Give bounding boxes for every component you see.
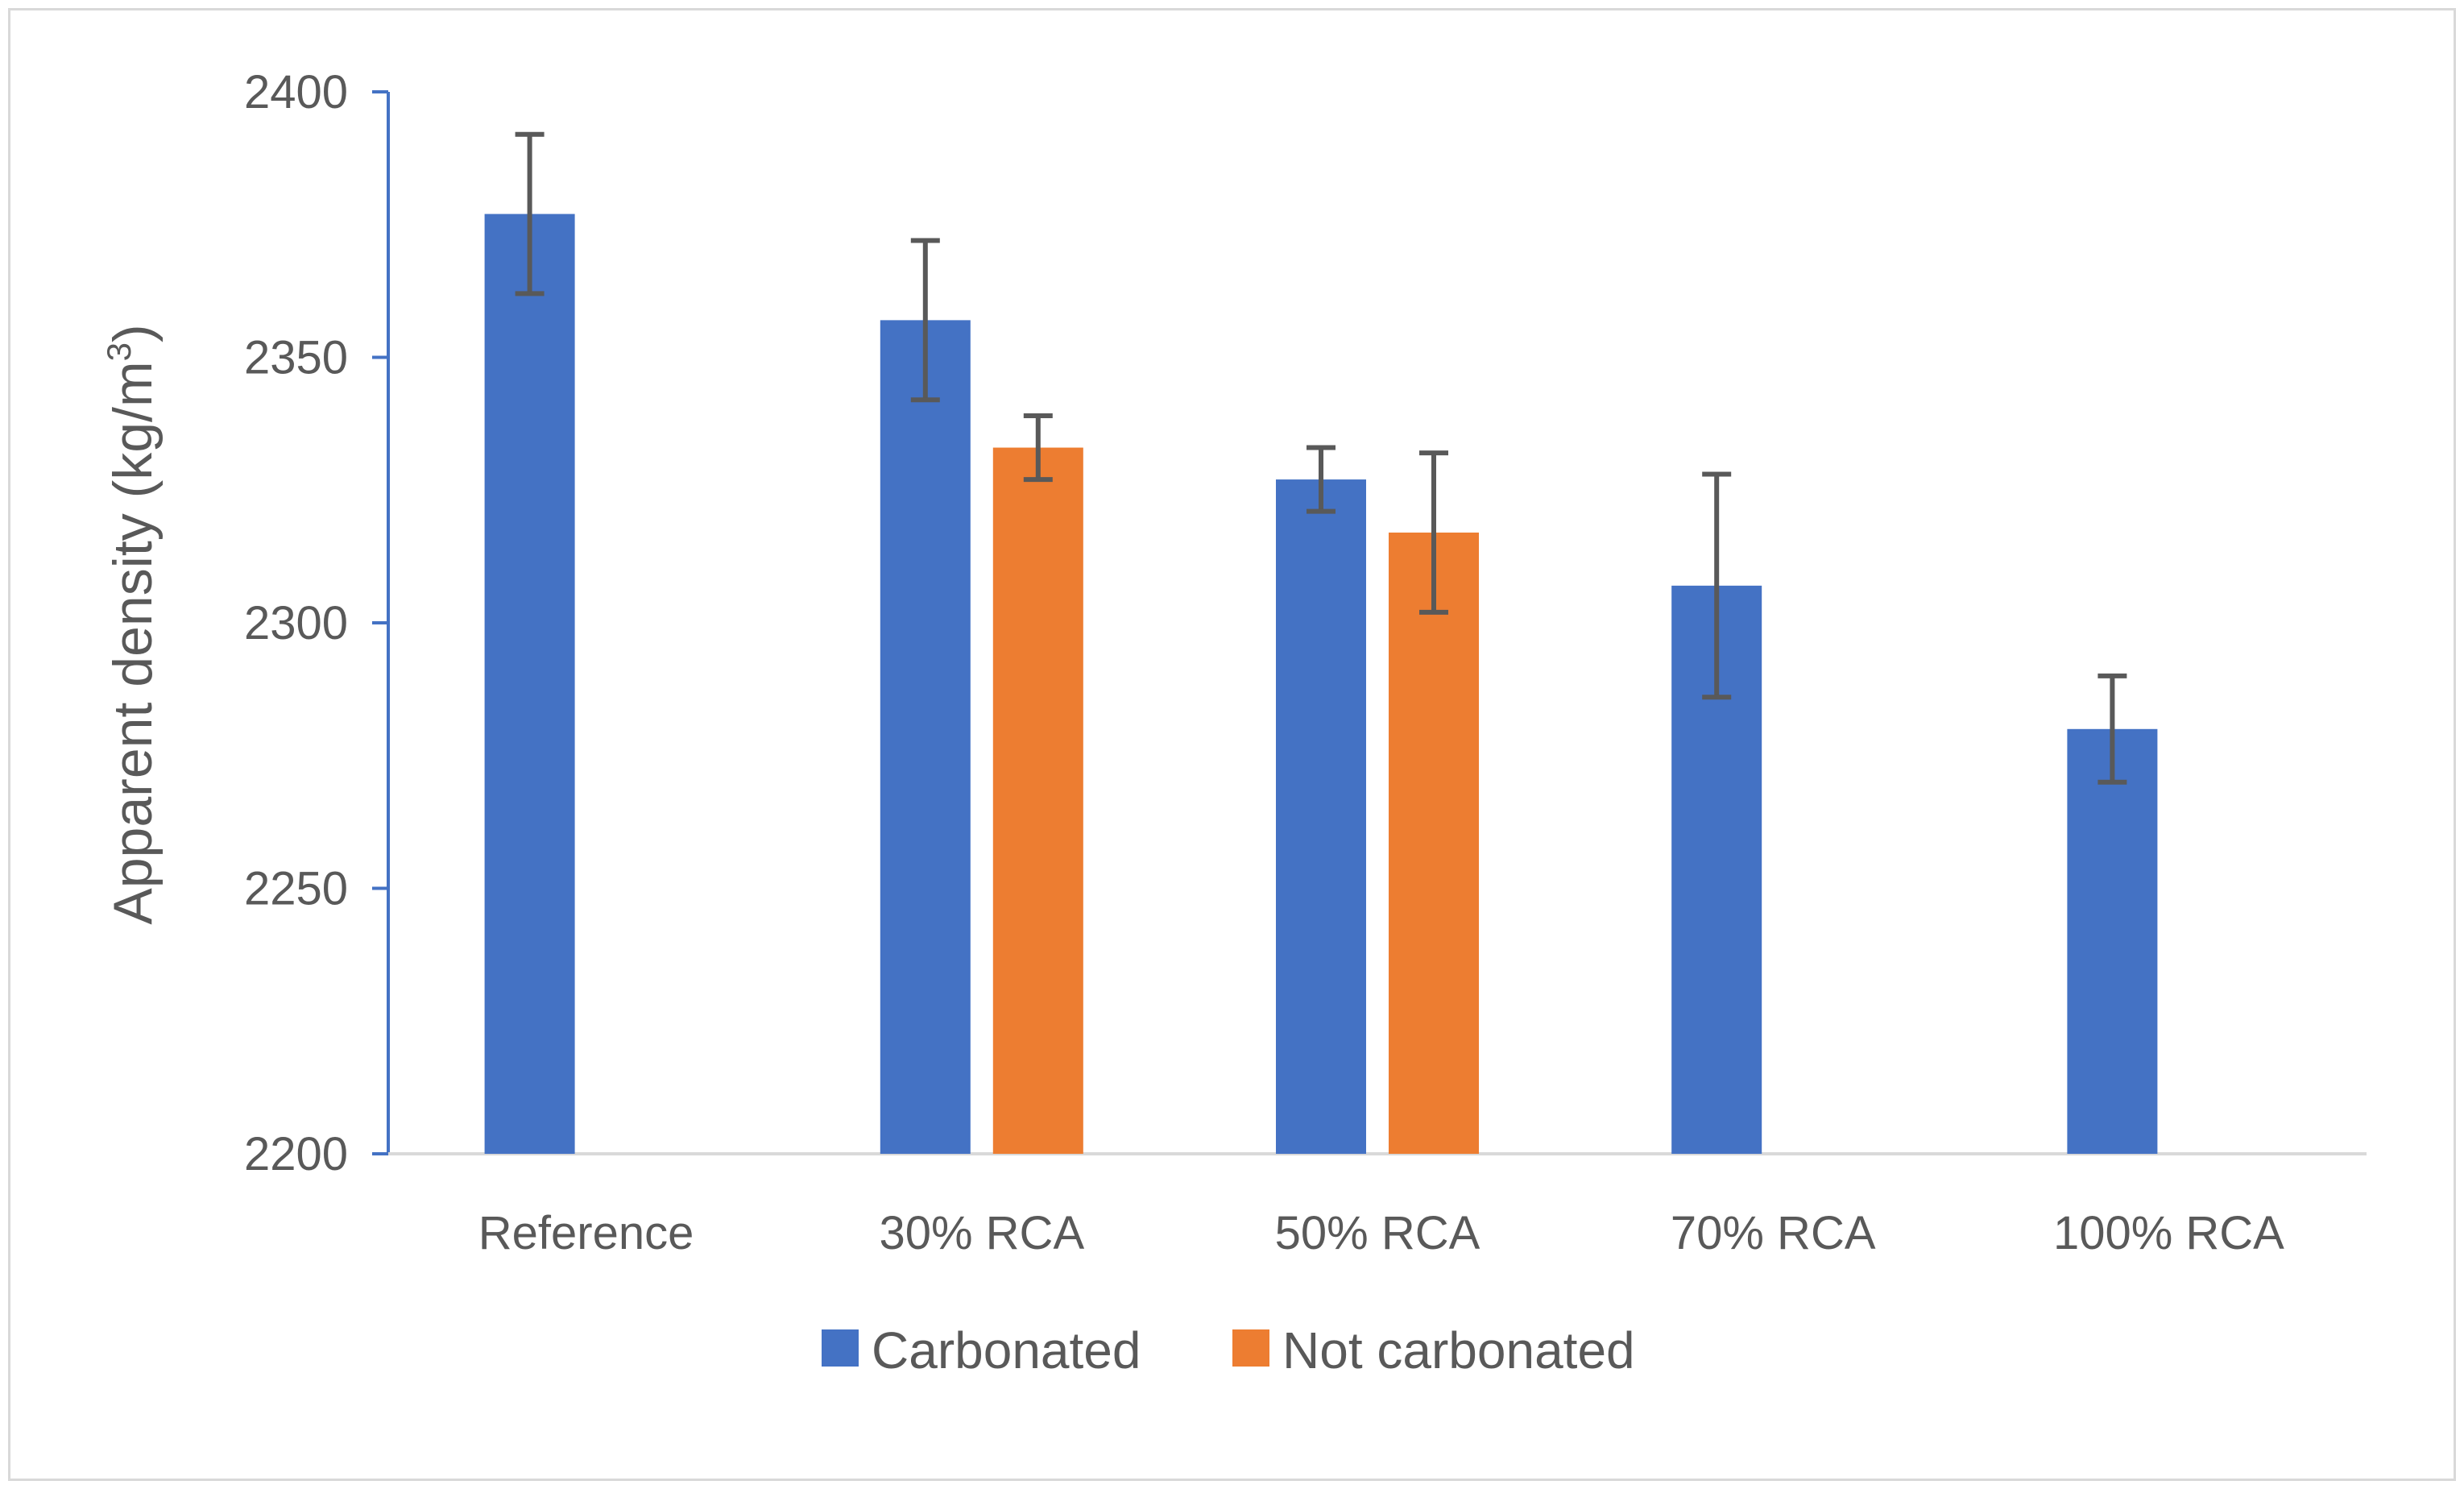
x-tick-label: Reference (478, 1207, 694, 1259)
x-tick-label: 70% RCA (1671, 1207, 1876, 1259)
y-tick-label: 2200 (244, 1128, 348, 1180)
bar (880, 320, 971, 1154)
y-tick-label: 2300 (244, 597, 348, 649)
x-tick-label: 30% RCA (879, 1207, 1084, 1259)
bar (1389, 532, 1479, 1154)
y-axis-title-close: ) (102, 324, 164, 342)
bar (484, 214, 575, 1154)
y-axis-title: Apparent density (kg/m3) (100, 324, 164, 924)
y-axis-title-main: Apparent density (kg/m (102, 361, 164, 924)
legend: Carbonated Not carbonated (822, 1321, 1635, 1379)
x-axis: Reference 30% RCA 50% RCA 70% RCA 100% RCA (388, 1152, 2367, 1259)
legend-swatch (1232, 1329, 1269, 1367)
y-tick-label: 2350 (244, 332, 348, 384)
error-bars (515, 131, 2127, 785)
legend-label: Carbonated (872, 1321, 1141, 1379)
bar (2067, 728, 2158, 1154)
y-tick-label: 2400 (244, 66, 348, 118)
chart-frame (8, 8, 2456, 1481)
y-axis-title-group: Apparent density (kg/m3) (100, 324, 164, 924)
y-tick-label: 2250 (244, 863, 348, 915)
y-axis: 2200 2250 2300 2350 2400 (244, 66, 390, 1180)
x-tick-label: 50% RCA (1275, 1207, 1480, 1259)
x-tick-label: 100% RCA (2053, 1207, 2284, 1259)
bar (1276, 479, 1366, 1154)
bar (992, 447, 1083, 1154)
bars (484, 214, 2158, 1154)
legend-swatch (822, 1329, 859, 1367)
y-axis-title-superscript: 3 (100, 342, 138, 361)
legend-label: Not carbonated (1282, 1321, 1635, 1379)
